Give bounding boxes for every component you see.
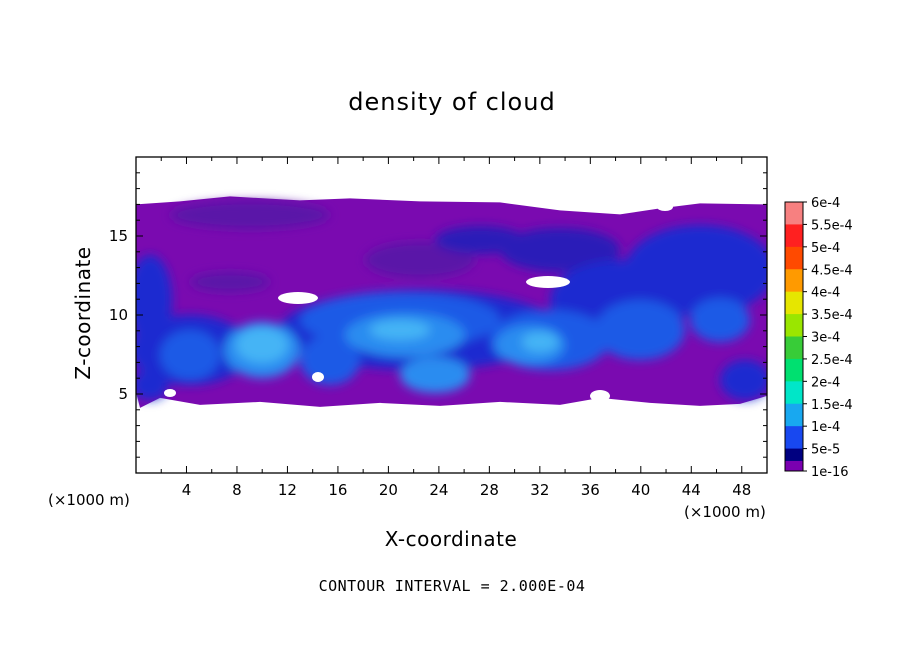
x-tick-label: 28 <box>480 481 499 499</box>
colorbar-swatch <box>785 336 803 360</box>
colorbar-label: 6e-4 <box>811 196 840 211</box>
cloud-field <box>136 196 767 408</box>
x-tick-label: 20 <box>379 481 398 499</box>
y-tick-label: 15 <box>109 227 128 245</box>
colorbar-swatch <box>785 291 803 315</box>
x-tick-label: 32 <box>530 481 549 499</box>
colorbar-swatch <box>785 426 803 450</box>
x-tick-label: 36 <box>581 481 600 499</box>
y-tick-label: 5 <box>118 385 128 403</box>
density-blob <box>500 228 620 272</box>
x-tick-label: 48 <box>732 481 751 499</box>
y-tick-label: 10 <box>109 306 128 324</box>
x-tick-label: 24 <box>429 481 448 499</box>
colorbar-swatch <box>785 269 803 293</box>
x-tick-label: 44 <box>682 481 701 499</box>
density-blob <box>236 327 288 363</box>
colorbar-label: 5e-4 <box>811 241 840 256</box>
density-blob <box>170 201 330 229</box>
colorbar-swatch <box>785 381 803 405</box>
cloud-gap <box>164 389 176 397</box>
density-blob <box>365 242 475 278</box>
x-tick-label: 8 <box>232 481 242 499</box>
colorbar-swatch <box>785 224 803 248</box>
density-blob <box>720 360 767 400</box>
x-tick-label: 16 <box>328 481 347 499</box>
x-tick-label: 40 <box>631 481 650 499</box>
cloud-gap <box>312 372 324 382</box>
cloud-gap <box>657 203 673 211</box>
colorbar-label: 4e-4 <box>811 286 840 301</box>
density-blob <box>300 335 360 385</box>
y-axis-label: Z-coordinate <box>71 246 95 380</box>
colorbar-label: 5e-5 <box>811 443 840 458</box>
colorbar-label: 2.5e-4 <box>811 353 853 368</box>
x-tick-label: 12 <box>278 481 297 499</box>
density-blob <box>690 298 750 342</box>
contour-interval-note: CONTOUR INTERVAL = 2.000E-04 <box>318 577 586 595</box>
colorbar-label: 3.5e-4 <box>811 308 853 323</box>
x-tick-label: 4 <box>182 481 192 499</box>
colorbar-label: 2e-4 <box>811 375 840 390</box>
colorbar-swatch <box>785 460 803 471</box>
colorbar-label: 5.5e-4 <box>811 218 853 233</box>
density-blob <box>400 357 470 393</box>
colorbar-label: 1e-4 <box>811 420 840 435</box>
density-blob <box>370 320 430 340</box>
chart-title: density of cloud <box>348 88 556 116</box>
density-blob <box>190 272 270 292</box>
colorbar-swatch <box>785 202 803 225</box>
density-blob <box>136 255 172 345</box>
density-structures <box>136 201 767 400</box>
density-blob <box>160 330 220 380</box>
colorbar-label: 4.5e-4 <box>811 263 853 278</box>
cloud-gap <box>526 276 570 288</box>
density-blob <box>522 332 558 352</box>
colorbar-label: 1e-16 <box>811 465 849 480</box>
x-unit-right: (×1000 m) <box>684 503 766 521</box>
density-blob <box>136 370 168 400</box>
x-unit-left: (×1000 m) <box>48 491 130 509</box>
colorbar-swatch <box>785 403 803 427</box>
colorbar-swatch <box>785 246 803 270</box>
colorbar-label: 3e-4 <box>811 331 840 346</box>
cloud-gap <box>590 390 610 402</box>
colorbar-swatch <box>785 314 803 337</box>
density-blob <box>595 300 685 360</box>
cloud-gap <box>548 199 568 205</box>
x-axis-label: X-coordinate <box>384 527 518 551</box>
colorbar-swatch <box>785 358 803 382</box>
colorbar-label: 1.5e-4 <box>811 398 853 413</box>
cloud-gap <box>278 292 318 304</box>
